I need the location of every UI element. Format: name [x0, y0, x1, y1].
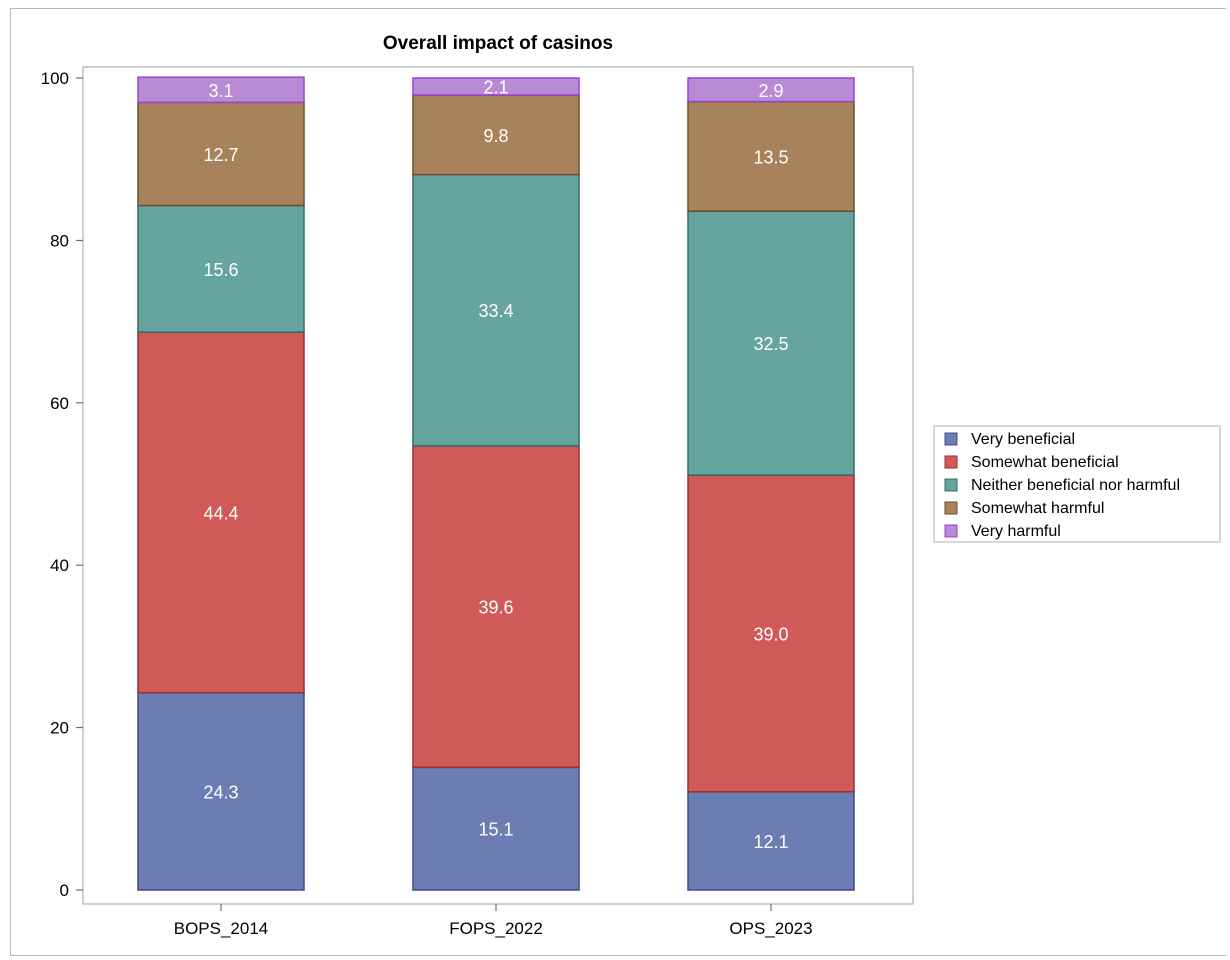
data-label: 2.1 [483, 78, 508, 98]
legend-swatch [944, 524, 958, 538]
y-tick-label: 80 [50, 231, 69, 250]
y-tick-label: 0 [60, 881, 69, 900]
data-label: 12.7 [203, 145, 238, 165]
bar-segment [687, 100, 855, 212]
legend: Very beneficial Somewhat beneficial Neithe… [933, 425, 1221, 543]
legend-swatch [944, 501, 958, 515]
legend-swatch [944, 432, 958, 446]
legend-label: Somewhat harmful [971, 500, 1104, 517]
legend-box [933, 425, 1221, 543]
data-label: 3.1 [208, 81, 233, 101]
plot-area: 0 20 40 60 80 100 24.3 44.4 15.6 12.7 3.1 BOPS_2014… [41, 66, 914, 938]
bar-segment [412, 173, 580, 447]
y-tick-label: 40 [50, 556, 69, 575]
chart-title: Overall impact of casinos [383, 33, 613, 54]
x-tick-label: BOPS_2014 [174, 919, 269, 938]
bar-segment [687, 77, 855, 103]
bar-segment [687, 790, 855, 891]
legend-label: Neither beneficial nor harmful [971, 477, 1180, 494]
y-tick-label: 100 [41, 69, 69, 88]
bar-segment [137, 76, 305, 104]
bar-segment [412, 77, 580, 96]
data-label: 33.4 [478, 301, 513, 321]
x-tick-label: FOPS_2022 [449, 919, 543, 938]
data-label: 39.0 [753, 624, 788, 644]
data-label: 24.3 [203, 782, 238, 802]
bar-segment [137, 101, 305, 207]
data-label: 12.1 [753, 832, 788, 852]
bar-segment [412, 94, 580, 176]
data-label: 15.6 [203, 260, 238, 280]
legend-label: Somewhat beneficial [971, 454, 1119, 471]
bar-segment [412, 445, 580, 769]
bar-segment [687, 210, 855, 476]
plot-border [82, 66, 914, 905]
data-label: 44.4 [203, 503, 238, 523]
legend-swatch [944, 478, 958, 492]
x-tick-label: OPS_2023 [729, 919, 812, 938]
bar-segment [687, 474, 855, 793]
data-label: 15.1 [478, 820, 513, 840]
bar-segment [137, 691, 305, 891]
data-label: 32.5 [753, 334, 788, 354]
legend-label: Very harmful [971, 523, 1061, 540]
data-label: 39.6 [478, 598, 513, 618]
data-label: 2.9 [758, 81, 783, 101]
bar-segment [137, 204, 305, 333]
data-label: 13.5 [753, 147, 788, 167]
data-label: 9.8 [483, 126, 508, 146]
y-tick-label: 60 [50, 394, 69, 413]
legend-swatch [944, 455, 958, 469]
legend-label: Very beneficial [971, 431, 1075, 448]
y-tick-label: 20 [50, 719, 69, 738]
bar-segment [137, 331, 305, 694]
